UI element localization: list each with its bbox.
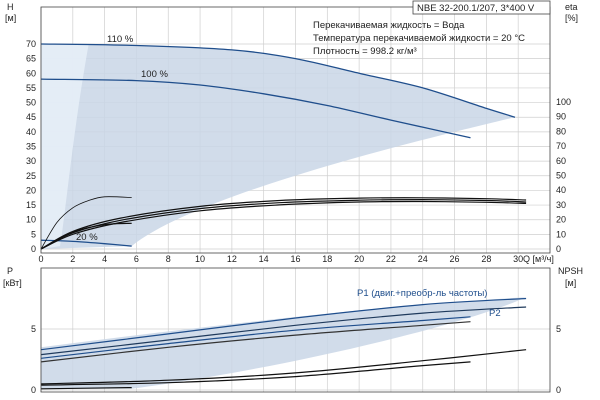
q-tick-label: 20	[354, 254, 364, 264]
series-label-p1: P1 (двиг.+преобр-ль частоты)	[357, 288, 487, 299]
head-tick-label: 45	[26, 112, 36, 122]
eta-tick-label: 80	[556, 126, 566, 136]
eta-tick-label: 60	[556, 156, 566, 166]
q-axis-label: Q [м³/ч]	[523, 254, 554, 264]
eta-tick-label: 40	[556, 185, 566, 195]
eta-axis-ticks: 0 10 20 30 40 50 60 70 80 90 100	[556, 97, 571, 254]
q-tick-label: 28	[481, 254, 491, 264]
curve-label-100: 100 %	[141, 69, 168, 80]
efficiency-curves	[40, 196, 527, 250]
info-fluid: Перекачиваемая жидкость = Вода	[313, 20, 465, 31]
head-tick-label: 65	[26, 54, 36, 64]
head-curve	[40, 43, 516, 118]
q-tick-label: 8	[166, 254, 171, 264]
power-tick-label: 0	[31, 385, 36, 395]
npsh-curves	[40, 349, 527, 390]
head-operating-range	[41, 44, 515, 249]
npsh-curve	[40, 349, 527, 385]
power-axis-label: P	[7, 266, 13, 276]
npsh-axis-ticks: 05	[556, 324, 561, 395]
eta-tick-label: 50	[556, 171, 566, 181]
curve-label-110: 110 %	[107, 34, 134, 45]
npsh-axis-unit: [м]	[565, 278, 576, 288]
title-box	[412, 0, 551, 15]
q-tick-label: 4	[102, 254, 107, 264]
power-curves	[40, 297, 527, 363]
head-tick-label: 30	[26, 156, 36, 166]
head-efficiency-chart: 0 2 4 6 8 10 12 14 16 18 20 22 24 26 28 30 051015202530…	[5, 0, 578, 264]
eta-tick-label: 100	[556, 97, 571, 107]
eta-curve	[40, 200, 527, 250]
head-tick-label: 35	[26, 142, 36, 152]
q-tick-label: 0	[38, 254, 43, 264]
power-curve	[40, 297, 527, 351]
power-plot-frame	[40, 267, 551, 393]
head-tick-label: 10	[26, 215, 36, 225]
head-curve	[40, 78, 471, 139]
q-tick-label: 10	[195, 254, 205, 264]
eta-axis-unit: [%]	[565, 13, 578, 23]
q-axis-ticks: 0 2 4 6 8 10 12 14 16 18 20 22 24 26 28 30	[38, 254, 523, 264]
head-tick-label: 25	[26, 171, 36, 181]
series-label-p2: P2	[489, 308, 501, 319]
eta-tick-label: 20	[556, 215, 566, 225]
head-tick-label: 60	[26, 68, 36, 78]
info-density: Плотность = 998.2 кг/м³	[313, 46, 417, 57]
head-axis-ticks: 0 5 10 15 20 25 30 35 40 45 50 55 60 65 70	[26, 39, 36, 254]
eta-tick-label: 10	[556, 229, 566, 239]
head-plot-frame	[40, 6, 551, 254]
q-tick-label: 24	[418, 254, 428, 264]
chart-title: NBE 32-200.1/207, 3*400 V	[417, 3, 535, 14]
eta-curve	[40, 222, 132, 250]
npsh-axis-label: NPSH	[558, 266, 583, 276]
info-temperature: Температура перекачиваемой жидкости = 20…	[313, 33, 525, 44]
head-tick-label: 15	[26, 200, 36, 210]
head-tick-label: 40	[26, 127, 36, 137]
q-tick-label: 14	[259, 254, 269, 264]
head-axis-unit: [м]	[5, 13, 16, 23]
q-tick-label: 26	[450, 254, 460, 264]
power-curve	[40, 321, 471, 363]
q-tick-label: 2	[70, 254, 75, 264]
eta-axis-label: eta	[565, 2, 578, 12]
head-axis-label: H	[7, 2, 14, 12]
head-tick-label: 50	[26, 98, 36, 108]
eta-curve	[40, 197, 527, 250]
q-tick-label: 6	[134, 254, 139, 264]
q-tick-label: 18	[322, 254, 332, 264]
power-curve	[40, 306, 527, 356]
head-range-highlight	[41, 44, 89, 249]
q-tick-label: 22	[386, 254, 396, 264]
npsh-tick-label: 5	[556, 324, 561, 334]
q-tick-label: 16	[290, 254, 300, 264]
q-tick-label: 12	[227, 254, 237, 264]
head-tick-label: 0	[31, 244, 36, 254]
power-axis-unit: [кВт]	[3, 278, 22, 288]
power-tick-label: 5	[31, 324, 36, 334]
head-tick-label: 70	[26, 39, 36, 49]
eta-tick-label: 30	[556, 200, 566, 210]
head-tick-label: 20	[26, 185, 36, 195]
power-operating-range	[41, 297, 527, 389]
curve-label-20: 20 %	[76, 232, 98, 243]
power-npsh-chart: 05 05 P [кВт] NPSH [м] P1 (двиг.+преобр-…	[3, 266, 583, 395]
power-axis-ticks: 05	[31, 324, 36, 395]
npsh-curve	[40, 361, 471, 386]
eta-tick-label: 70	[556, 141, 566, 151]
power-curve	[40, 316, 471, 359]
q-tick-label: 30	[513, 254, 523, 264]
head-tick-label: 55	[26, 83, 36, 93]
head-tick-label: 5	[31, 229, 36, 239]
npsh-curve	[40, 387, 132, 390]
eta-curve	[40, 196, 132, 250]
eta-tick-label: 90	[556, 112, 566, 122]
npsh-tick-label: 0	[556, 385, 561, 395]
eta-tick-label: 0	[556, 244, 561, 254]
